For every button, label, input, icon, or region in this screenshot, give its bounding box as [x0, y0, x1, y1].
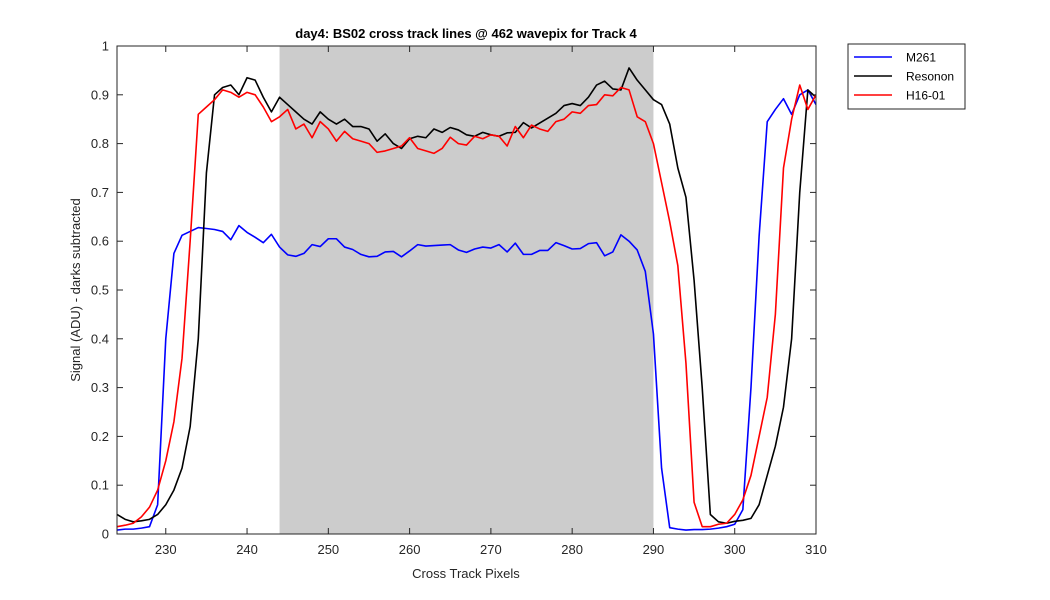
y-axis-label: Signal (ADU) - darks subtracted — [68, 198, 83, 382]
x-tick-label: 290 — [643, 542, 665, 557]
x-tick-label: 260 — [399, 542, 421, 557]
y-tick-label: 0.3 — [91, 380, 109, 395]
series-line-m261 — [117, 89, 816, 531]
x-tick-label: 280 — [561, 542, 583, 557]
x-tick-label: 310 — [805, 542, 827, 557]
x-tick-label: 300 — [724, 542, 746, 557]
x-axis-label: Cross Track Pixels — [412, 566, 520, 581]
series-line-resonon — [117, 67, 816, 525]
y-tick-label: 0.9 — [91, 87, 109, 102]
series-lines — [117, 67, 816, 531]
y-tick-label: 0.1 — [91, 478, 109, 493]
y-tick-label: 1 — [102, 39, 109, 54]
y-tick-label: 0.2 — [91, 429, 109, 444]
highlight-region — [279, 46, 654, 534]
chart-title: day4: BS02 cross track lines @ 462 wavep… — [295, 26, 637, 41]
plot-area: 230 240 250 260 270 280 290 300 310 0 0.1 0.2 0.3 0.4… — [91, 39, 827, 558]
x-tick-label: 240 — [236, 542, 258, 557]
legend-label: M261 — [906, 51, 936, 65]
y-tick-label: 0.7 — [91, 185, 109, 200]
series-line-h16-01 — [117, 84, 816, 528]
y-tick-label: 0.5 — [91, 283, 109, 298]
x-tick-label: 270 — [480, 542, 502, 557]
legend: M261 Resonon H16-01 — [847, 43, 966, 110]
legend-label: H16-01 — [906, 89, 946, 103]
y-tick-label: 0.6 — [91, 234, 109, 249]
y-tick-label: 0.8 — [91, 136, 109, 151]
x-tick-label: 250 — [317, 542, 339, 557]
y-tick-label: 0 — [102, 527, 109, 542]
x-tick-label: 230 — [155, 542, 177, 557]
legend-label: Resonon — [906, 70, 954, 84]
y-tick-label: 0.4 — [91, 331, 109, 346]
